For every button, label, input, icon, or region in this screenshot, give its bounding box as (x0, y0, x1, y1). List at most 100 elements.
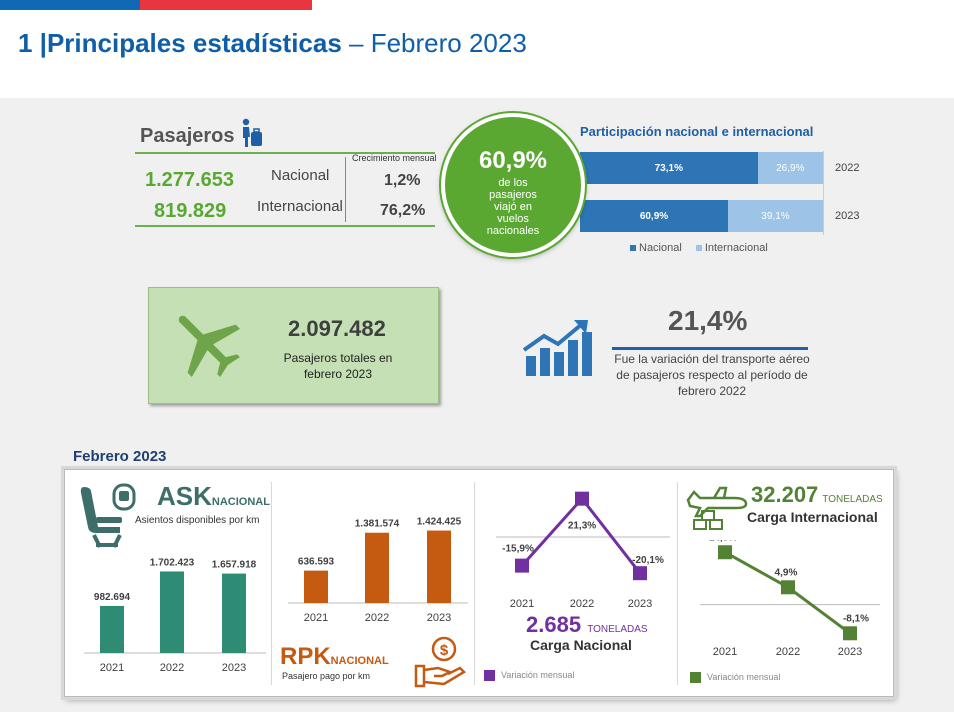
hand-money-icon: $ (414, 636, 466, 688)
carga-nacional-number: 2.685 (526, 612, 582, 637)
febrero-title: Febrero 2023 (73, 448, 167, 465)
pasajeros-line-bottom (135, 225, 435, 227)
carga-nacional-chart: -15,9% 2021 21,3% 2022 -20,1% 2023 (496, 491, 670, 610)
bar-2021 (304, 570, 328, 603)
point-2022 (575, 491, 589, 506)
variacion-value: 21,4% (668, 305, 748, 336)
bar-2023 (427, 530, 451, 603)
tick-label-2023: 2023 (222, 662, 246, 674)
carga-nacional-legend: Variación mensual (484, 670, 574, 682)
pasajeros-title-text: Pasajeros (140, 125, 235, 147)
circle-text: de los pasajeros viajó en vuelos naciona… (486, 177, 540, 237)
svg-text:$: $ (440, 642, 449, 659)
bar-nacional-2023: 60,9% (580, 200, 728, 232)
cargo-plane-icon (686, 486, 748, 530)
carga-nacional-unit: TONELADAS (587, 624, 648, 635)
carga-internacional-chart: 14,8% 2021 4,9% 2022 -8,1% 2023 (700, 540, 880, 658)
circle-pct: 60,9% (478, 147, 548, 174)
bar-label-2023: 1.424.425 (417, 517, 462, 528)
ask-chart: 982.694 2021 1.702.423 2022 1.657.918 2023 (84, 557, 266, 674)
tick-label-2023: 2023 (427, 612, 451, 624)
bar-2022 (365, 532, 389, 603)
series-line (520, 496, 642, 575)
section-number: 1 | (18, 28, 47, 58)
bar-2021 (100, 605, 124, 653)
carga-internacional-unit: TONELADAS (822, 494, 883, 505)
carga-internacional-value: 32.207 TONELADAS (751, 482, 883, 508)
tick-label-2021: 2021 (304, 612, 328, 624)
airplane-seat-icon (80, 483, 136, 548)
point-label-2021: 14,8% (709, 540, 737, 543)
bar-label-2021: 636.593 (298, 557, 335, 568)
ask-title: ASKNACIONAL (157, 481, 270, 512)
traveler-icon (242, 118, 263, 147)
tick-label-2021: 2021 (100, 662, 124, 674)
page-title: 1 |Principales estadísticas – Febrero 20… (18, 28, 527, 59)
ask-title-main: ASK (157, 481, 212, 511)
variacion-text: Fue la variación del transporte aéreo de… (614, 352, 810, 398)
tick-label-2022: 2022 (570, 598, 594, 610)
point-2022 (781, 580, 795, 595)
separator-1 (271, 482, 272, 685)
year-label-2022: 2022 (835, 162, 860, 174)
bar-internacional-2022: 26,9% (757, 152, 823, 184)
internacional-label: Internacional (257, 198, 343, 215)
bar-2023 (222, 573, 246, 653)
brand-bar (0, 0, 312, 10)
nacional-growth: 1,2% (384, 172, 421, 189)
rpk-title: RPKNACIONAL (280, 643, 389, 671)
rpk-subtitle: Pasajero pago por km (282, 671, 371, 681)
point-2023 (633, 566, 647, 581)
point-label-2023: -8,1% (843, 613, 869, 624)
carga-nacional-label: Carga Nacional (530, 637, 632, 653)
point-label-2022: 21,3% (568, 521, 596, 532)
totales-value: 2.097.482 (288, 316, 386, 341)
participacion-legend: Nacional Internacional (630, 242, 768, 254)
bar-label-2023: 1.657.918 (212, 560, 257, 571)
ask-subtitle: Asientos disponibles por km (135, 515, 260, 526)
carga-internacional-legend: Variación mensual (690, 672, 780, 684)
tick-label-2022: 2022 (776, 646, 800, 658)
tick-label-2023: 2023 (628, 598, 652, 610)
bar-2022 (160, 571, 184, 653)
airplane-icon (178, 315, 240, 377)
tick-label-2021: 2021 (713, 646, 737, 658)
participacion-axis (823, 151, 824, 235)
tick-label-2022: 2022 (160, 662, 184, 674)
legend-nacional: Nacional (630, 242, 682, 254)
point-label-2023: -20,1% (632, 555, 664, 566)
bar-label-2021: 982.694 (94, 592, 131, 603)
legend-internacional: Internacional (695, 242, 768, 254)
participacion-title: Participación nacional e internacional (580, 124, 814, 139)
brand-bar-red (140, 0, 312, 10)
separator-3 (677, 482, 678, 685)
point-2021 (718, 545, 732, 560)
rpk-chart: 636.593 2021 1.381.574 2022 1.424.425 2023 (288, 517, 468, 624)
totales-text: Pasajeros totales en febrero 2023 (283, 351, 393, 381)
nacional-label: Nacional (271, 167, 330, 184)
tick-label-2023: 2023 (838, 646, 862, 658)
bar-label-2022: 1.381.574 (355, 519, 400, 530)
carga-internacional-number: 32.207 (751, 482, 819, 507)
title-rest: – Febrero 2023 (341, 28, 527, 58)
rpk-title-suffix: NACIONAL (330, 655, 389, 667)
internacional-growth: 76,2% (380, 202, 426, 219)
title-bold: Principales estadísticas (46, 28, 342, 58)
point-2023 (843, 626, 857, 641)
pasajeros-line-top (135, 152, 435, 154)
variacion-underline (612, 347, 808, 350)
separator-2 (474, 482, 475, 685)
bar-label-2022: 1.702.423 (150, 557, 195, 568)
tick-label-2022: 2022 (365, 612, 389, 624)
point-label-2022: 4,9% (775, 567, 798, 578)
carga-internacional-label: Carga Internacional (747, 509, 878, 525)
tick-label-2021: 2021 (510, 598, 534, 610)
point-label-2021: -15,9% (502, 544, 534, 555)
growth-chart-icon (522, 320, 592, 376)
brand-bar-blue (0, 0, 140, 10)
year-label-2023: 2023 (835, 210, 860, 222)
point-2021 (515, 558, 529, 573)
bar-nacional-2022: 73,1% (580, 152, 758, 184)
ask-title-suffix: NACIONAL (211, 496, 270, 508)
pasajeros-divider (345, 157, 346, 222)
